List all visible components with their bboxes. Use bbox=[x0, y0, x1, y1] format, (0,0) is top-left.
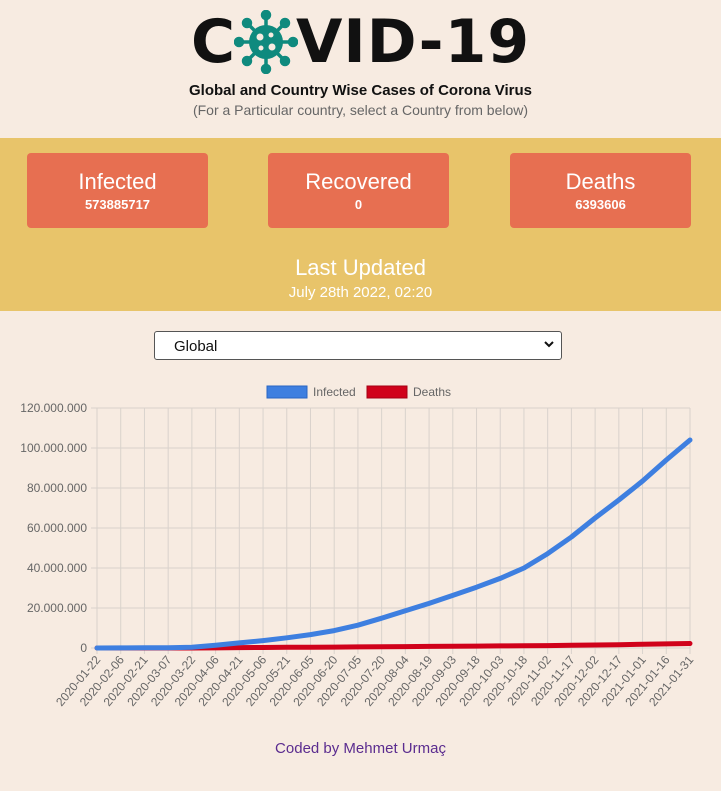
infected-value: 573885717 bbox=[84, 197, 151, 212]
series-line-infected bbox=[94, 437, 693, 651]
y-tick-label: 40.000.000 bbox=[27, 561, 87, 575]
y-tick-label: 100.000.000 bbox=[20, 441, 87, 455]
country-select[interactable]: Global bbox=[154, 331, 562, 360]
country-select-value: Global bbox=[174, 338, 218, 355]
last-updated-date: July 28th 2022, 02:20 bbox=[288, 284, 433, 301]
chart-lines bbox=[94, 437, 693, 651]
title-right: VID-19 bbox=[295, 7, 531, 77]
legend-label-infected[interactable]: Infected bbox=[313, 385, 356, 399]
title-left: C bbox=[190, 7, 236, 77]
chevron-down-icon bbox=[544, 341, 554, 348]
recovered-label: Recovered bbox=[305, 169, 412, 194]
subtitle: Global and Country Wise Cases of Corona … bbox=[189, 82, 532, 99]
legend-swatch-infected bbox=[266, 385, 308, 399]
recovered-value: 0 bbox=[354, 197, 363, 212]
infected-label: Infected bbox=[78, 169, 157, 194]
infected-card: Infected 573885717 bbox=[27, 153, 208, 228]
y-tick-label: 60.000.000 bbox=[27, 521, 87, 535]
deaths-value: 6393606 bbox=[575, 197, 626, 212]
legend-swatch-deaths bbox=[366, 385, 408, 399]
last-updated-label: Last Updated bbox=[295, 255, 426, 280]
y-tick-label: 120.000.000 bbox=[20, 401, 87, 415]
y-tick-label: 20.000.000 bbox=[27, 601, 87, 615]
cases-chart: Infected Deaths 0 20.000.000 40.000.000 60.… bbox=[20, 385, 696, 709]
footer-credit[interactable]: Coded by Mehmet Urmaç bbox=[275, 740, 446, 757]
stats-band: Infected 573885717 Recovered 0 Deaths 63… bbox=[0, 138, 721, 311]
chart-legend: Infected Deaths bbox=[266, 385, 451, 399]
x-axis-labels: 2020-01-222020-02-062020-02-212020-03-07… bbox=[53, 653, 696, 709]
y-axis-labels: 0 20.000.000 40.000.000 60.000.000 80.000.00… bbox=[20, 401, 87, 655]
app-title: C VID-19 bbox=[0, 0, 721, 84]
legend-label-deaths[interactable]: Deaths bbox=[413, 385, 451, 399]
virus-icon bbox=[233, 10, 298, 74]
hint-text: (For a Particular country, select a Coun… bbox=[192, 102, 529, 118]
deaths-label: Deaths bbox=[565, 169, 636, 194]
deaths-card: Deaths 6393606 bbox=[510, 153, 691, 228]
y-tick-label: 0 bbox=[80, 641, 87, 655]
y-tick-label: 80.000.000 bbox=[27, 481, 87, 495]
recovered-card: Recovered 0 bbox=[268, 153, 449, 228]
